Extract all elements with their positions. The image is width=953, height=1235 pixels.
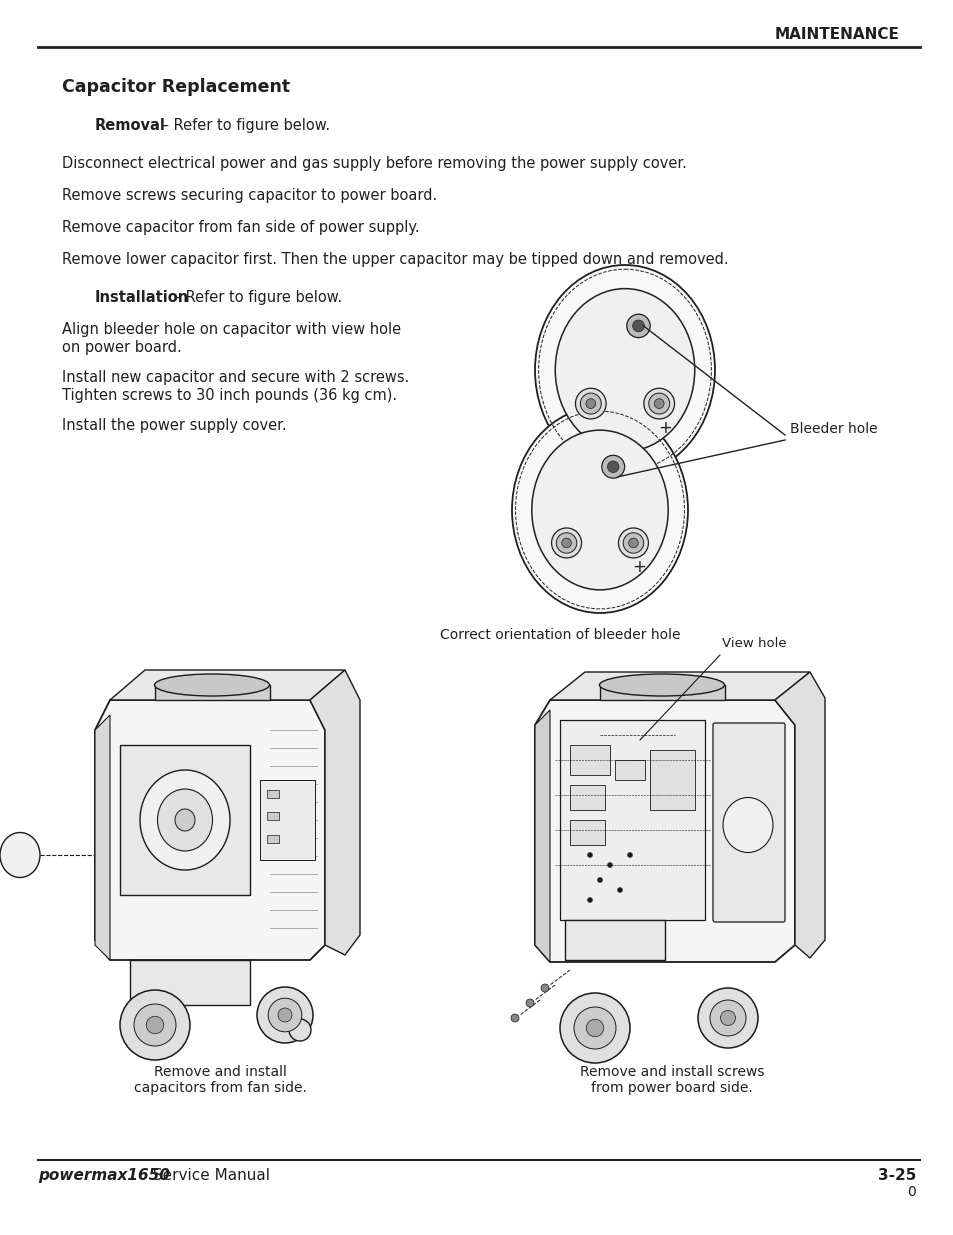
Text: Disconnect electrical power and gas supply before removing the power supply cove: Disconnect electrical power and gas supp… bbox=[62, 156, 686, 170]
Ellipse shape bbox=[628, 538, 638, 548]
Ellipse shape bbox=[140, 769, 230, 869]
FancyBboxPatch shape bbox=[569, 820, 604, 845]
Polygon shape bbox=[550, 672, 809, 700]
Text: – Refer to figure below.: – Refer to figure below. bbox=[157, 119, 330, 133]
Ellipse shape bbox=[643, 388, 674, 419]
FancyBboxPatch shape bbox=[130, 960, 250, 1005]
Polygon shape bbox=[154, 685, 270, 700]
FancyBboxPatch shape bbox=[615, 760, 644, 781]
Ellipse shape bbox=[607, 862, 612, 867]
Polygon shape bbox=[310, 671, 359, 955]
Text: Service Manual: Service Manual bbox=[148, 1168, 270, 1183]
Text: Installation: Installation bbox=[95, 290, 189, 305]
Ellipse shape bbox=[607, 461, 618, 473]
Ellipse shape bbox=[601, 456, 624, 478]
Ellipse shape bbox=[587, 898, 592, 903]
Text: Removal: Removal bbox=[95, 119, 166, 133]
Ellipse shape bbox=[626, 314, 650, 337]
Text: Tighten screws to 30 inch pounds (36 kg cm).: Tighten screws to 30 inch pounds (36 kg … bbox=[62, 388, 396, 403]
Text: Align bleeder hole on capacitor with view hole: Align bleeder hole on capacitor with vie… bbox=[62, 322, 400, 337]
FancyBboxPatch shape bbox=[267, 811, 278, 820]
Ellipse shape bbox=[617, 888, 622, 893]
Text: Bleeder hole: Bleeder hole bbox=[789, 422, 877, 436]
FancyBboxPatch shape bbox=[569, 745, 609, 776]
Ellipse shape bbox=[511, 1014, 518, 1023]
FancyBboxPatch shape bbox=[712, 722, 784, 923]
Ellipse shape bbox=[289, 1019, 311, 1041]
Ellipse shape bbox=[146, 1016, 164, 1034]
Ellipse shape bbox=[556, 532, 577, 553]
Text: – Refer to figure below.: – Refer to figure below. bbox=[169, 290, 342, 305]
Ellipse shape bbox=[585, 399, 595, 409]
FancyBboxPatch shape bbox=[267, 835, 278, 844]
Text: 0: 0 bbox=[906, 1186, 915, 1199]
Ellipse shape bbox=[0, 832, 40, 878]
Ellipse shape bbox=[174, 809, 194, 831]
Ellipse shape bbox=[627, 852, 632, 857]
Ellipse shape bbox=[561, 538, 571, 548]
FancyBboxPatch shape bbox=[260, 781, 314, 860]
Ellipse shape bbox=[698, 988, 758, 1049]
Text: Remove and install
capacitors from fan side.: Remove and install capacitors from fan s… bbox=[133, 1065, 306, 1095]
Ellipse shape bbox=[268, 998, 301, 1031]
Ellipse shape bbox=[157, 789, 213, 851]
Ellipse shape bbox=[720, 1010, 735, 1025]
Ellipse shape bbox=[559, 993, 629, 1063]
Ellipse shape bbox=[597, 878, 602, 883]
Polygon shape bbox=[535, 700, 794, 962]
Text: +: + bbox=[632, 558, 646, 576]
Ellipse shape bbox=[154, 674, 269, 697]
FancyBboxPatch shape bbox=[267, 790, 278, 798]
Ellipse shape bbox=[632, 320, 643, 332]
Ellipse shape bbox=[256, 987, 313, 1044]
Ellipse shape bbox=[648, 393, 669, 414]
Text: Remove screws securing capacitor to power board.: Remove screws securing capacitor to powe… bbox=[62, 188, 436, 203]
Text: View hole: View hole bbox=[721, 637, 786, 650]
Ellipse shape bbox=[555, 289, 694, 451]
Polygon shape bbox=[110, 671, 345, 700]
Text: Install new capacitor and secure with 2 screws.: Install new capacitor and secure with 2 … bbox=[62, 370, 409, 385]
Polygon shape bbox=[95, 715, 110, 960]
Ellipse shape bbox=[277, 1008, 292, 1023]
Text: Remove and install screws
from power board side.: Remove and install screws from power boa… bbox=[579, 1065, 763, 1095]
FancyBboxPatch shape bbox=[120, 745, 250, 895]
Ellipse shape bbox=[525, 999, 534, 1007]
Text: MAINTENANCE: MAINTENANCE bbox=[774, 27, 899, 42]
Ellipse shape bbox=[535, 266, 714, 475]
Ellipse shape bbox=[120, 990, 190, 1060]
Ellipse shape bbox=[512, 408, 687, 613]
Ellipse shape bbox=[531, 430, 667, 590]
Ellipse shape bbox=[551, 527, 581, 558]
Ellipse shape bbox=[709, 1000, 745, 1036]
Ellipse shape bbox=[586, 1019, 603, 1036]
FancyBboxPatch shape bbox=[649, 750, 695, 810]
Text: on power board.: on power board. bbox=[62, 340, 182, 354]
Polygon shape bbox=[599, 685, 724, 700]
Ellipse shape bbox=[540, 984, 548, 992]
Ellipse shape bbox=[622, 532, 643, 553]
Ellipse shape bbox=[722, 798, 772, 852]
Polygon shape bbox=[95, 700, 325, 960]
Text: Remove lower capacitor first. Then the upper capacitor may be tipped down and re: Remove lower capacitor first. Then the u… bbox=[62, 252, 728, 267]
Text: Correct orientation of bleeder hole: Correct orientation of bleeder hole bbox=[439, 629, 679, 642]
Ellipse shape bbox=[598, 674, 723, 697]
Text: powermax1650: powermax1650 bbox=[38, 1168, 170, 1183]
Ellipse shape bbox=[654, 399, 663, 409]
Polygon shape bbox=[535, 710, 550, 962]
Ellipse shape bbox=[575, 388, 605, 419]
Text: Capacitor Replacement: Capacitor Replacement bbox=[62, 78, 290, 96]
Ellipse shape bbox=[587, 852, 592, 857]
Ellipse shape bbox=[133, 1004, 175, 1046]
Polygon shape bbox=[774, 672, 824, 958]
FancyBboxPatch shape bbox=[559, 720, 704, 920]
Text: +: + bbox=[658, 419, 672, 437]
Ellipse shape bbox=[579, 393, 600, 414]
Ellipse shape bbox=[574, 1007, 616, 1049]
Text: 3-25: 3-25 bbox=[877, 1168, 915, 1183]
Text: Install the power supply cover.: Install the power supply cover. bbox=[62, 417, 286, 433]
Ellipse shape bbox=[618, 527, 648, 558]
Text: Remove capacitor from fan side of power supply.: Remove capacitor from fan side of power … bbox=[62, 220, 419, 235]
FancyBboxPatch shape bbox=[569, 785, 604, 810]
FancyBboxPatch shape bbox=[564, 920, 664, 960]
